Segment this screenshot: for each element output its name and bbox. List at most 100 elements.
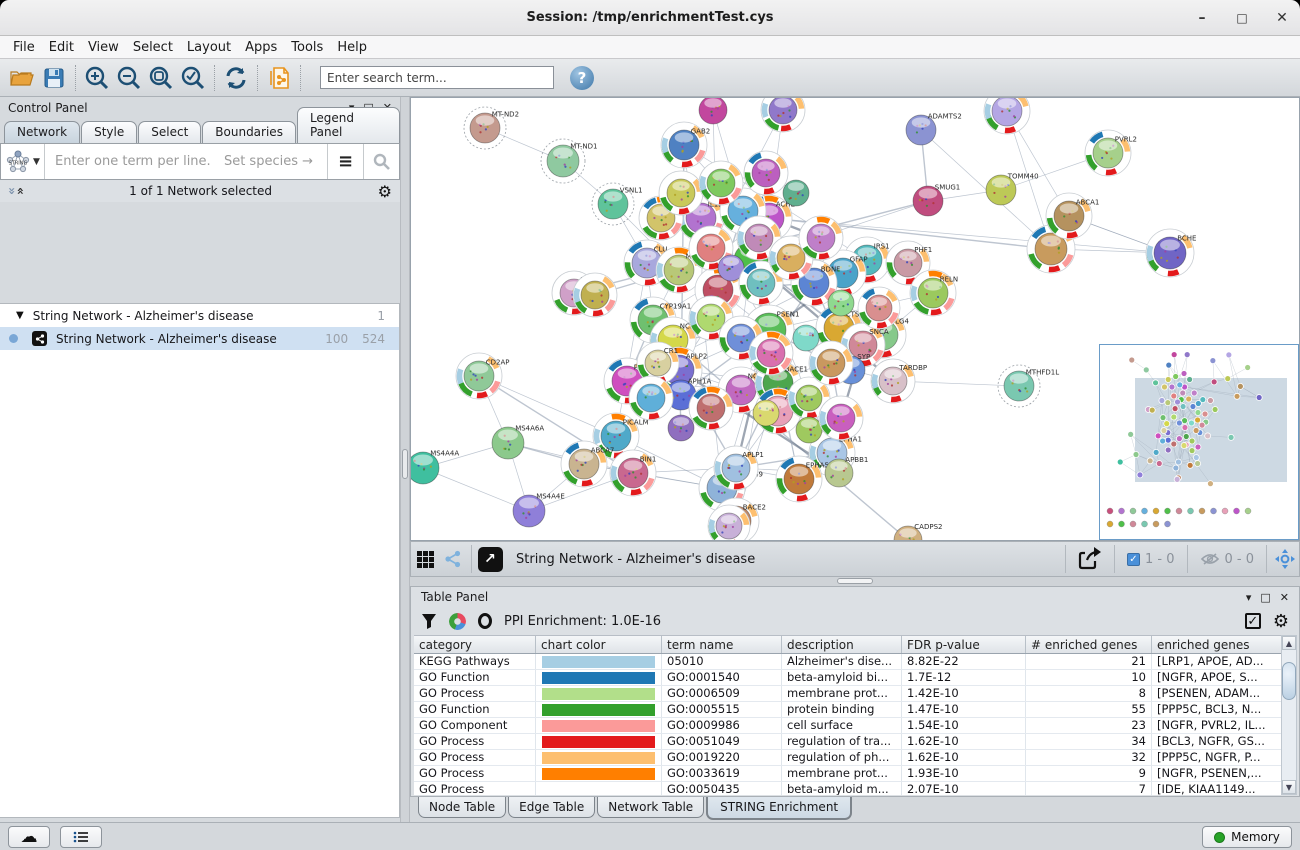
panel-float-icon[interactable]: □ bbox=[1260, 590, 1271, 604]
tab-select[interactable]: Select bbox=[138, 121, 202, 143]
network-collection-row[interactable]: ▼ String Network - Alzheimer's disease 1 bbox=[0, 304, 399, 327]
tab-network[interactable]: Network bbox=[4, 121, 81, 143]
chart-color-swatch bbox=[542, 720, 655, 732]
table-row[interactable]: GO Component GO:0009986 cell surface 1.54E-… bbox=[414, 718, 1282, 734]
open-session-button[interactable] bbox=[6, 63, 38, 93]
string-query-input[interactable]: Enter one term per line. bbox=[55, 154, 211, 169]
menu-help[interactable]: Help bbox=[337, 39, 367, 55]
enrichment-settings-icon[interactable]: ⚙ bbox=[1272, 610, 1289, 632]
table-cell: GO Function bbox=[414, 702, 536, 717]
menu-file[interactable]: File bbox=[13, 39, 35, 55]
scrollbar-thumb[interactable] bbox=[1282, 662, 1296, 700]
search-input[interactable] bbox=[320, 66, 554, 89]
table-row[interactable]: GO Process GO:0019220 regulation of ph... 1… bbox=[414, 750, 1282, 766]
grid-mode-button[interactable] bbox=[411, 545, 439, 573]
tasks-button[interactable]: ☁ bbox=[8, 826, 50, 848]
save-session-button[interactable] bbox=[38, 63, 70, 93]
svg-text:PSEN1: PSEN1 bbox=[777, 311, 800, 319]
tab-style[interactable]: Style bbox=[81, 121, 138, 143]
zoom-out-button[interactable] bbox=[113, 63, 145, 93]
menu-apps[interactable]: Apps bbox=[245, 39, 278, 55]
string-protein-query-selector[interactable]: STRING ▼ bbox=[1, 144, 45, 179]
panel-close-icon[interactable]: ✕ bbox=[1279, 590, 1289, 604]
apply-layout-button[interactable] bbox=[220, 63, 252, 93]
network-canvas[interactable]: MT-ND2 MT-ND1 VSNL1 GAB2 ADAMTS2 PVRL2 TOMM40 S… bbox=[406, 87, 1300, 555]
tab-boundaries[interactable]: Boundaries bbox=[202, 121, 296, 143]
network-from-file-button[interactable] bbox=[263, 63, 295, 93]
menu-layout[interactable]: Layout bbox=[186, 39, 232, 55]
control-panel: Control Panel ▾ □ ✕ NetworkStyleSelectBo… bbox=[0, 97, 400, 822]
filter-icon[interactable] bbox=[421, 613, 437, 629]
column-header[interactable]: enriched genes bbox=[1152, 636, 1282, 653]
svg-text:GAB2: GAB2 bbox=[691, 127, 710, 135]
tab-node-table[interactable]: Node Table bbox=[418, 797, 507, 818]
chart-settings-icon[interactable] bbox=[449, 612, 466, 630]
column-header[interactable]: category bbox=[414, 636, 536, 653]
share-view-button[interactable] bbox=[439, 545, 467, 573]
minimize-button[interactable]: – bbox=[1198, 10, 1206, 26]
network-row-selected[interactable]: String Network - Alzheimer's disease 100… bbox=[0, 327, 399, 350]
tab-string-enrichment[interactable]: STRING Enrichment bbox=[706, 797, 853, 820]
splitter-grip[interactable] bbox=[402, 449, 408, 479]
table-panel: Table Panel ▾ □ ✕ PPI Enrichment: 1.0E-1… bbox=[410, 586, 1300, 797]
scroll-up-icon[interactable]: ▲ bbox=[1282, 636, 1296, 650]
expand-all-icon[interactable]: » bbox=[12, 187, 27, 195]
window-title: Session: /tmp/enrichmentTest.cys bbox=[526, 10, 774, 25]
table-cell: GO:0033619 bbox=[662, 766, 782, 781]
menu-select[interactable]: Select bbox=[132, 39, 173, 55]
column-header[interactable]: description bbox=[782, 636, 902, 653]
table-row[interactable]: GO Process GO:0033619 membrane prot... 1.93… bbox=[414, 766, 1282, 782]
chart-color-swatch bbox=[542, 656, 655, 668]
panel-menu-icon[interactable]: ▾ bbox=[1245, 590, 1252, 604]
string-search-button[interactable] bbox=[363, 144, 399, 179]
svg-text:CD2AP: CD2AP bbox=[486, 358, 510, 366]
detach-view-button[interactable]: ↗ bbox=[476, 545, 504, 573]
scroll-down-icon[interactable]: ▼ bbox=[1282, 780, 1296, 794]
column-header[interactable]: term name bbox=[662, 636, 782, 653]
tree-expand-icon[interactable]: ▼ bbox=[16, 310, 24, 321]
zoom-selected-button[interactable] bbox=[177, 63, 209, 93]
table-row[interactable]: GO Process GO:0006509 membrane prot... 1.42… bbox=[414, 686, 1282, 702]
pan-mode-button[interactable] bbox=[1271, 545, 1299, 573]
column-header[interactable]: # enriched genes bbox=[1026, 636, 1152, 653]
network-graph[interactable]: MT-ND2 MT-ND1 VSNL1 GAB2 ADAMTS2 PVRL2 TOMM40 S… bbox=[406, 87, 1299, 555]
menu-tools[interactable]: Tools bbox=[291, 39, 324, 55]
automation-button[interactable] bbox=[60, 826, 102, 848]
menu-view[interactable]: View bbox=[87, 39, 119, 55]
select-rows-icon[interactable]: ✓ bbox=[1244, 613, 1261, 629]
chevron-down-icon: ▼ bbox=[33, 156, 40, 167]
network-edge-count: 524 bbox=[362, 331, 385, 346]
gear-icon[interactable]: ⚙ bbox=[377, 181, 392, 201]
zoom-in-button[interactable] bbox=[81, 63, 113, 93]
tab-network-table[interactable]: Network Table bbox=[597, 797, 705, 818]
table-row[interactable]: GO Function GO:0005515 protein binding 1.47… bbox=[414, 702, 1282, 718]
tab-edge-table[interactable]: Edge Table bbox=[508, 797, 596, 818]
table-row[interactable]: KEGG Pathways 05010 Alzheimer's dise... 8.8… bbox=[414, 654, 1282, 670]
table-row[interactable]: GO Function GO:0001540 beta-amyloid bi... 1… bbox=[414, 670, 1282, 686]
close-button[interactable]: ✕ bbox=[1276, 10, 1288, 26]
maximize-button[interactable]: □ bbox=[1236, 11, 1248, 25]
string-options-button[interactable]: ≡ bbox=[327, 144, 363, 179]
svg-text:APLP1: APLP1 bbox=[742, 451, 764, 459]
network-node-count: 100 bbox=[325, 331, 349, 346]
tab-legend-panel[interactable]: Legend Panel bbox=[296, 107, 400, 143]
column-header[interactable]: chart color bbox=[536, 636, 662, 653]
memory-button[interactable]: Memory bbox=[1202, 826, 1292, 848]
memory-label: Memory bbox=[1231, 830, 1280, 844]
help-button[interactable]: ? bbox=[570, 65, 594, 90]
remove-chart-icon[interactable] bbox=[478, 613, 492, 629]
export-network-button[interactable] bbox=[1070, 545, 1110, 573]
table-row[interactable]: GO Process GO:0051049 regulation of tra...… bbox=[414, 734, 1282, 750]
table-row[interactable]: GO Process GO:0050435 beta-amyloid m... 2.0… bbox=[414, 782, 1282, 795]
vertical-splitter[interactable] bbox=[400, 97, 410, 822]
table-scrollbar[interactable]: ▲ ▼ bbox=[1281, 635, 1297, 795]
set-species-link[interactable]: Set species → bbox=[223, 154, 313, 169]
splitter-grip[interactable] bbox=[837, 578, 873, 584]
birds-eye-view[interactable] bbox=[1099, 344, 1299, 540]
horizontal-splitter[interactable] bbox=[410, 577, 1300, 586]
column-header[interactable]: FDR p-value bbox=[902, 636, 1026, 653]
toolbar-separator bbox=[214, 64, 215, 91]
chart-color-swatch bbox=[542, 704, 655, 716]
zoom-fit-button[interactable] bbox=[145, 63, 177, 93]
menu-edit[interactable]: Edit bbox=[48, 39, 74, 55]
